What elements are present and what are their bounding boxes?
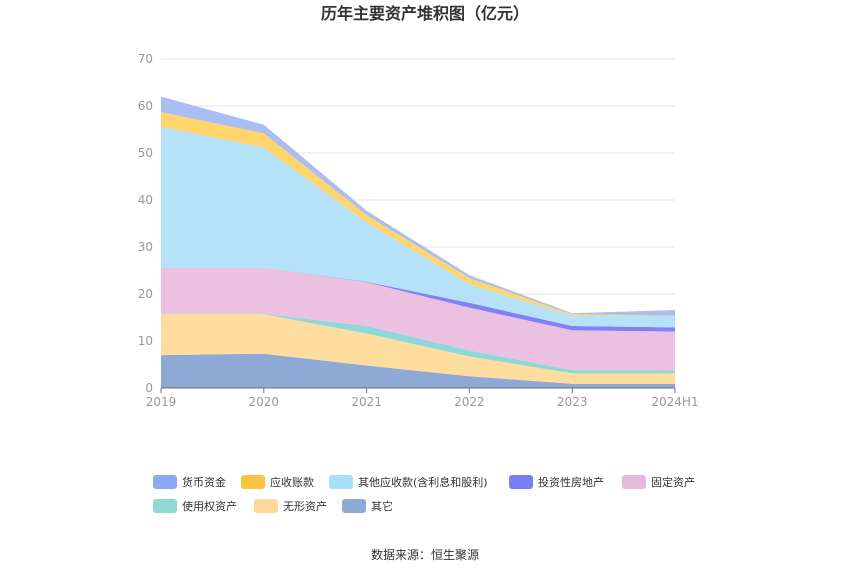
legend-swatch	[622, 475, 646, 489]
y-tick-label: 60	[138, 99, 153, 113]
axes: 0 10 20 30 40 50 60 70 2019 2020 2021 2022 2023 2024H…	[138, 52, 699, 409]
area-series-其他应收款(含利息和股利)[interactable]	[161, 126, 675, 328]
legend-item-其它[interactable]: 其它	[342, 499, 393, 513]
legend-item-应收账款[interactable]: 应收账款	[241, 475, 314, 489]
legend-label: 其他应收款(含利息和股利)	[358, 475, 488, 489]
legend-item-固定资产[interactable]: 固定资产	[622, 475, 695, 489]
data-source-note: 数据来源：恒生聚源	[371, 547, 479, 562]
x-tick-label: 2020	[249, 395, 280, 409]
legend-item-投资性房地产[interactable]: 投资性房地产	[509, 475, 604, 489]
y-tick-label: 0	[145, 381, 153, 395]
legend-swatch	[254, 499, 278, 513]
x-tick-label: 2024H1	[651, 395, 698, 409]
area-series-应收账款[interactable]	[161, 112, 675, 317]
area-series-使用权资产[interactable]	[161, 313, 675, 374]
chart-title: 历年主要资产堆积图（亿元）	[321, 4, 529, 23]
legend-label: 使用权资产	[182, 499, 237, 513]
y-tick-label: 40	[138, 193, 153, 207]
legend-label: 其它	[371, 499, 393, 513]
y-tick-label: 10	[138, 334, 153, 348]
legend-label: 投资性房地产	[538, 475, 604, 489]
legend-swatch	[342, 499, 366, 513]
area-series-固定资产[interactable]	[161, 267, 675, 371]
legend-label: 货币资金	[182, 475, 226, 489]
legend-swatch	[329, 475, 353, 489]
y-tick-label: 30	[138, 240, 153, 254]
x-tick-label: 2019	[146, 395, 177, 409]
legend-swatch	[153, 499, 177, 513]
legend-label: 应收账款	[270, 475, 314, 489]
x-tick-label: 2022	[454, 395, 485, 409]
legend-label: 固定资产	[651, 475, 695, 489]
y-tick-label: 20	[138, 287, 153, 301]
legend-item-货币资金[interactable]: 货币资金	[153, 475, 226, 489]
plot-area	[161, 96, 675, 388]
legend-item-无形资产[interactable]: 无形资产	[254, 499, 327, 513]
legend-item-其他应收款(含利息和股利)[interactable]: 其他应收款(含利息和股利)	[329, 475, 488, 489]
y-tick-label: 70	[138, 52, 153, 66]
x-tick-label: 2023	[557, 395, 588, 409]
legend-swatch	[153, 475, 177, 489]
legend-item-使用权资产[interactable]: 使用权资产	[153, 499, 237, 513]
legend-swatch	[509, 475, 533, 489]
y-tick-label: 50	[138, 146, 153, 160]
legend-label: 无形资产	[283, 499, 327, 513]
area-series-货币资金[interactable]	[161, 96, 675, 316]
x-tick-label: 2021	[351, 395, 382, 409]
area-series-无形资产[interactable]	[161, 314, 675, 384]
legend-swatch	[241, 475, 265, 489]
